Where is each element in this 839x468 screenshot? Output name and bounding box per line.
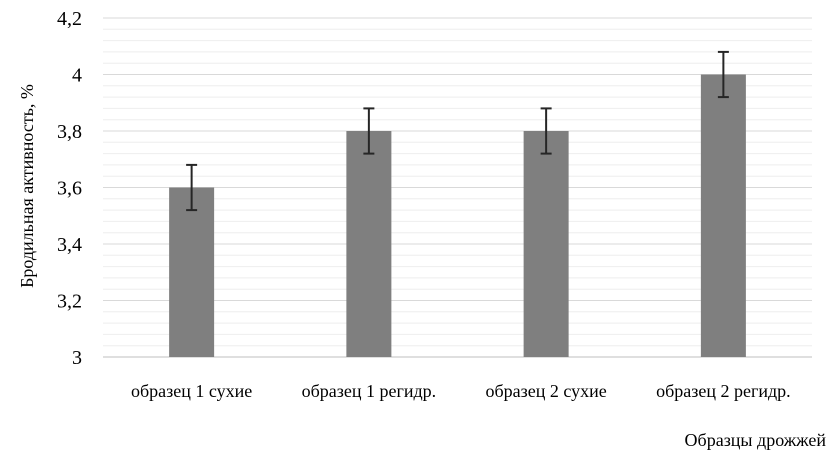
error-bar: [186, 163, 198, 212]
bar: [346, 131, 392, 357]
y-tick-label: 4,2: [57, 8, 82, 30]
y-tick-label: 3,4: [57, 234, 82, 256]
grid: [103, 17, 812, 358]
error-bars: [186, 50, 729, 212]
bars: [169, 74, 746, 357]
bar: [523, 131, 569, 357]
y-tick-labels: 3 3,2 3,4 3,6 3,8 4 4,2: [57, 8, 82, 369]
error-bar: [540, 107, 552, 155]
x-tick-label: образец 1 регидр.: [302, 381, 437, 401]
x-tick-labels: образец 1 сухие образец 1 регидр. образец …: [131, 381, 791, 401]
y-tick-label: 3,8: [57, 121, 82, 143]
bar: [169, 187, 215, 357]
y-tick-label: 3,2: [57, 291, 82, 313]
bar: [700, 74, 746, 357]
error-bar: [717, 50, 729, 99]
x-axis-title: Образцы дрожжей: [685, 430, 827, 450]
x-tick-label: образец 1 сухие: [131, 381, 252, 401]
y-tick-label: 4: [72, 65, 82, 87]
x-tick-label: образец 2 регидр.: [656, 381, 791, 401]
y-axis-title: Бродильная активность, %: [17, 84, 37, 288]
y-tick-label: 3,6: [57, 178, 82, 200]
y-tick-label: 3: [72, 347, 82, 369]
error-bar: [363, 107, 375, 155]
x-tick-label: образец 2 сухие: [485, 381, 606, 401]
